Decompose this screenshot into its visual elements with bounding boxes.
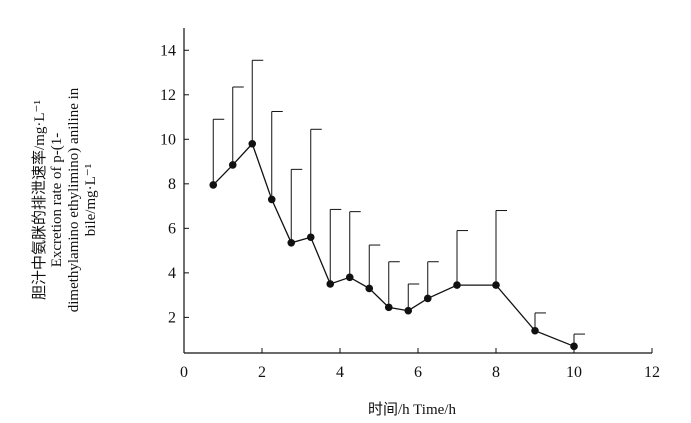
- y-ticks: 2 4 6 8 10 12 14: [160, 42, 189, 326]
- series: [209, 139, 578, 351]
- x-tick-label: 0: [180, 364, 188, 381]
- y-axis-title-line: dimethylamino ethylimino) aniline in: [66, 87, 82, 312]
- data-point: [248, 139, 257, 148]
- y-tick-label: 2: [168, 309, 176, 326]
- data-point: [209, 181, 218, 189]
- data-point: [492, 281, 500, 289]
- data-point: [345, 273, 354, 282]
- data-point: [423, 294, 432, 303]
- y-axis-title-line: 胆汁中氨脒的排泄速率/mg·L⁻¹: [31, 100, 48, 300]
- data-point: [570, 342, 578, 351]
- x-tick-label: 8: [492, 364, 500, 381]
- y-tick-label: 12: [160, 87, 176, 104]
- y-tick-label: 4: [168, 265, 176, 282]
- data-point: [267, 195, 276, 204]
- data-point: [365, 284, 374, 293]
- y-axis-title-line: bile/mg·L⁻¹: [83, 164, 99, 236]
- y-axis-title-line: Excretion rate of p-(1-: [49, 133, 65, 268]
- data-point: [228, 161, 237, 169]
- series-line: [212, 142, 575, 347]
- x-tick-label: 6: [414, 364, 422, 381]
- y-tick-label: 6: [168, 220, 176, 237]
- data-point: [306, 233, 315, 242]
- x-tick-label: 12: [644, 364, 660, 381]
- data-point: [404, 306, 413, 315]
- x-tick-label: 2: [258, 364, 266, 381]
- data-point: [287, 239, 296, 247]
- y-tick-label: 8: [168, 176, 176, 193]
- y-axis-title: 胆汁中氨脒的排泄速率/mg·L⁻¹ Excretion rate of p-(1-…: [31, 87, 99, 312]
- x-ticks: 0 2 4 6 8 10 12: [180, 348, 660, 381]
- data-point: [326, 280, 335, 288]
- data-point: [453, 281, 461, 289]
- x-tick-label: 4: [336, 364, 344, 381]
- x-tick-label: 10: [566, 364, 582, 381]
- data-point: [531, 326, 539, 335]
- x-axis-title: 时间/h Time/h: [368, 401, 456, 418]
- data-point: [384, 303, 393, 312]
- error-bars: [212, 59, 585, 347]
- y-tick-label: 10: [160, 131, 176, 148]
- y-tick-label: 14: [160, 42, 176, 59]
